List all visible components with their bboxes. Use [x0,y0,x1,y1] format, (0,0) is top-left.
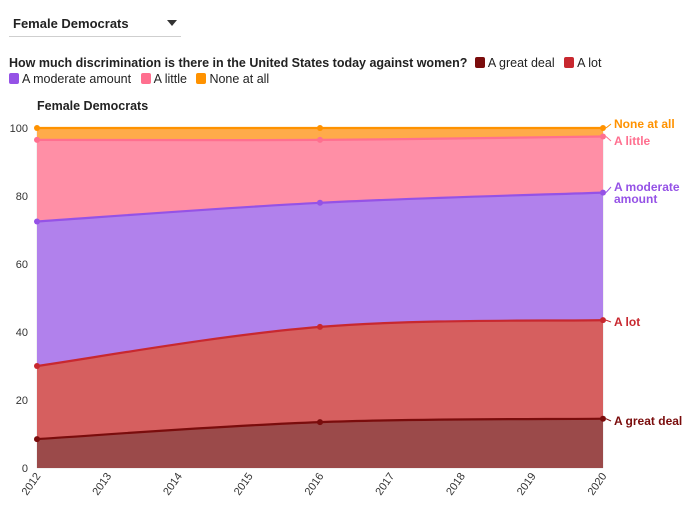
legend-swatch [140,73,151,84]
legend-label: A great deal [487,56,555,70]
point-a-great-deal [600,415,606,422]
end-label: A moderate [614,180,680,194]
y-tick-label: 20 [16,395,28,407]
point-a-lot [600,317,606,324]
legend-swatch [196,73,207,84]
end-label: A lot [614,315,640,329]
legend-swatch [564,57,575,68]
point-a-great-deal [317,419,323,426]
x-tick-label: 2017 [373,471,397,498]
end-label: None at all [614,117,675,131]
legend-label: A moderate amount [22,72,132,86]
point-a-little [34,136,40,143]
area-a-lot [37,320,603,440]
chevron-down-icon[interactable] [167,20,177,26]
point-a-little [600,133,606,140]
point-a-lot [317,323,323,330]
point-none-at-all [34,125,40,131]
group-dropdown[interactable]: Female Democrats [9,10,181,37]
y-tick-label: 40 [16,327,28,339]
end-label-connector [605,319,612,323]
legend-question: How much discrimination is there in the … [9,56,468,70]
y-tick-label: 100 [10,123,28,135]
point-a-great-deal [34,436,40,443]
chart-title: Female Democrats [37,99,149,113]
point-a-moderate-amount [600,189,606,196]
y-tick-label: 60 [16,259,28,271]
point-none-at-all [317,125,323,131]
end-label-connector [605,123,612,129]
legend-item-great-deal[interactable]: A great deal [474,55,555,71]
point-a-little [317,136,323,143]
legend-label: None at all [209,72,270,86]
legend-item-little[interactable]: A little [140,71,187,87]
x-tick-label: 2018 [444,471,468,498]
end-label: A little [614,134,651,148]
x-tick-label: 2020 [586,471,610,498]
x-tick-label: 2015 [232,471,256,498]
point-a-moderate-amount [317,199,323,206]
legend-item-none[interactable]: None at all [196,71,269,87]
legend-label: A lot [577,56,602,70]
point-none-at-all [600,125,606,131]
dropdown-selected-label: Female Democrats [13,16,129,31]
x-tick-label: 2016 [303,471,327,498]
end-label-connector [605,186,612,193]
legend: How much discrimination is there in the … [9,55,679,87]
y-tick-label: 0 [22,463,28,475]
legend-swatch [9,73,19,84]
x-tick-label: 2014 [161,471,185,498]
end-label-connector [605,418,612,422]
x-tick-label: 2019 [515,471,539,498]
area-none-at-all [37,128,603,141]
y-tick-label: 80 [16,191,28,203]
area-a-little [37,136,603,222]
end-label: amount [614,192,657,206]
end-label-connector [605,136,612,142]
x-tick-label: 2013 [90,471,114,498]
legend-item-a-lot[interactable]: A lot [564,55,601,71]
area-a-great-deal [37,418,603,468]
point-a-lot [34,363,40,369]
end-label: A great deal [614,414,682,428]
legend-label: A little [153,72,187,86]
legend-item-moderate[interactable]: A moderate amount [9,71,131,87]
point-a-moderate-amount [34,218,40,225]
legend-swatch [474,57,485,68]
area-a-moderate-amount [37,192,603,366]
